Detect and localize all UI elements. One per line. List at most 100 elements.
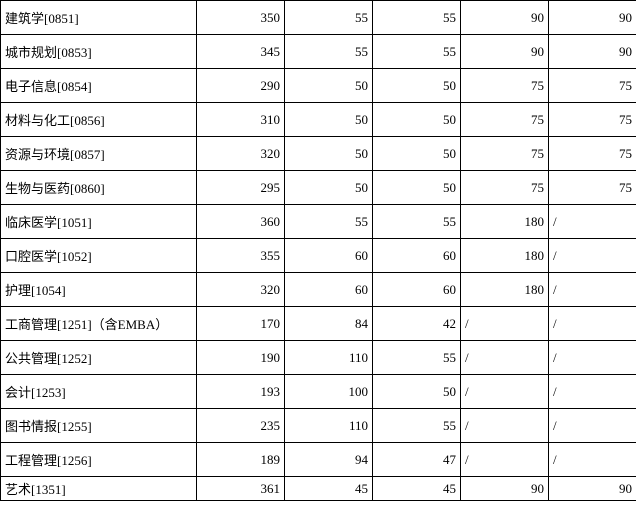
- table-row: 公共管理[1252]19011055//: [1, 341, 636, 375]
- row-value: /: [461, 341, 549, 375]
- row-value: 50: [373, 103, 461, 137]
- row-value: 94: [285, 443, 373, 477]
- row-value: 345: [197, 35, 285, 69]
- row-value: 55: [285, 1, 373, 35]
- row-value: 193: [197, 375, 285, 409]
- row-value: 50: [285, 137, 373, 171]
- table-row: 护理[1054]3206060180/: [1, 273, 636, 307]
- row-label: 工商管理[1251]（含EMBA）: [1, 307, 197, 341]
- row-label: 公共管理[1252]: [1, 341, 197, 375]
- row-value: 84: [285, 307, 373, 341]
- row-value: 75: [549, 171, 636, 205]
- row-value: 90: [461, 1, 549, 35]
- row-label: 电子信息[0854]: [1, 69, 197, 103]
- table-row: 电子信息[0854]29050507575: [1, 69, 636, 103]
- row-value: 90: [549, 35, 636, 69]
- table-row: 城市规划[0853]34555559090: [1, 35, 636, 69]
- table-row: 会计[1253]19310050//: [1, 375, 636, 409]
- row-value: 50: [373, 375, 461, 409]
- row-label: 艺术[1351]: [1, 477, 197, 501]
- row-label: 护理[1054]: [1, 273, 197, 307]
- score-table: 建筑学[0851]35055559090城市规划[0853]3455555909…: [0, 0, 636, 501]
- row-value: 60: [373, 239, 461, 273]
- row-value: 45: [285, 477, 373, 501]
- row-value: 42: [373, 307, 461, 341]
- row-value: 320: [197, 273, 285, 307]
- row-value: 290: [197, 69, 285, 103]
- row-value: 60: [285, 239, 373, 273]
- row-value: /: [549, 307, 636, 341]
- row-value: 45: [373, 477, 461, 501]
- table-row: 生物与医药[0860]29550507575: [1, 171, 636, 205]
- row-value: 50: [285, 103, 373, 137]
- row-value: 361: [197, 477, 285, 501]
- row-value: /: [549, 341, 636, 375]
- row-value: 170: [197, 307, 285, 341]
- row-value: 50: [373, 171, 461, 205]
- row-value: 100: [285, 375, 373, 409]
- row-label: 生物与医药[0860]: [1, 171, 197, 205]
- row-label: 口腔医学[1052]: [1, 239, 197, 273]
- row-value: 90: [461, 477, 549, 501]
- row-value: 55: [373, 409, 461, 443]
- row-label: 临床医学[1051]: [1, 205, 197, 239]
- row-value: 55: [373, 1, 461, 35]
- row-value: 55: [373, 341, 461, 375]
- row-value: /: [549, 375, 636, 409]
- row-value: /: [549, 273, 636, 307]
- row-value: 47: [373, 443, 461, 477]
- row-label: 建筑学[0851]: [1, 1, 197, 35]
- row-value: 189: [197, 443, 285, 477]
- row-label: 会计[1253]: [1, 375, 197, 409]
- row-label: 资源与环境[0857]: [1, 137, 197, 171]
- row-value: 75: [549, 69, 636, 103]
- row-value: 180: [461, 273, 549, 307]
- row-value: 50: [373, 69, 461, 103]
- table-row: 资源与环境[0857]32050507575: [1, 137, 636, 171]
- row-value: 75: [549, 137, 636, 171]
- row-value: 180: [461, 205, 549, 239]
- table-row: 建筑学[0851]35055559090: [1, 1, 636, 35]
- row-value: 50: [285, 69, 373, 103]
- table-row: 工程管理[1256]1899447//: [1, 443, 636, 477]
- row-value: 90: [549, 477, 636, 501]
- table-body: 建筑学[0851]35055559090城市规划[0853]3455555909…: [1, 1, 636, 501]
- row-value: 75: [461, 103, 549, 137]
- table-row: 口腔医学[1052]3556060180/: [1, 239, 636, 273]
- row-value: 55: [373, 205, 461, 239]
- row-value: 350: [197, 1, 285, 35]
- row-value: /: [461, 443, 549, 477]
- row-value: 320: [197, 137, 285, 171]
- row-value: /: [461, 307, 549, 341]
- row-value: 110: [285, 341, 373, 375]
- row-value: 75: [461, 171, 549, 205]
- row-value: 360: [197, 205, 285, 239]
- row-value: 55: [373, 35, 461, 69]
- table-row: 工商管理[1251]（含EMBA）1708442//: [1, 307, 636, 341]
- row-value: 55: [285, 205, 373, 239]
- row-value: 75: [461, 69, 549, 103]
- row-label: 图书情报[1255]: [1, 409, 197, 443]
- row-value: 190: [197, 341, 285, 375]
- row-value: 90: [549, 1, 636, 35]
- row-value: 295: [197, 171, 285, 205]
- row-value: 60: [285, 273, 373, 307]
- row-label: 城市规划[0853]: [1, 35, 197, 69]
- table-row: 图书情报[1255]23511055//: [1, 409, 636, 443]
- row-value: 355: [197, 239, 285, 273]
- row-value: 180: [461, 239, 549, 273]
- row-value: /: [549, 239, 636, 273]
- table-row: 材料与化工[0856]31050507575: [1, 103, 636, 137]
- row-value: 75: [461, 137, 549, 171]
- row-label: 材料与化工[0856]: [1, 103, 197, 137]
- row-value: /: [549, 205, 636, 239]
- row-value: /: [549, 443, 636, 477]
- row-label: 工程管理[1256]: [1, 443, 197, 477]
- table-row: 艺术[1351]36145459090: [1, 477, 636, 501]
- row-value: 75: [549, 103, 636, 137]
- row-value: 55: [285, 35, 373, 69]
- table-row: 临床医学[1051]3605555180/: [1, 205, 636, 239]
- row-value: 310: [197, 103, 285, 137]
- row-value: /: [549, 409, 636, 443]
- row-value: 50: [285, 171, 373, 205]
